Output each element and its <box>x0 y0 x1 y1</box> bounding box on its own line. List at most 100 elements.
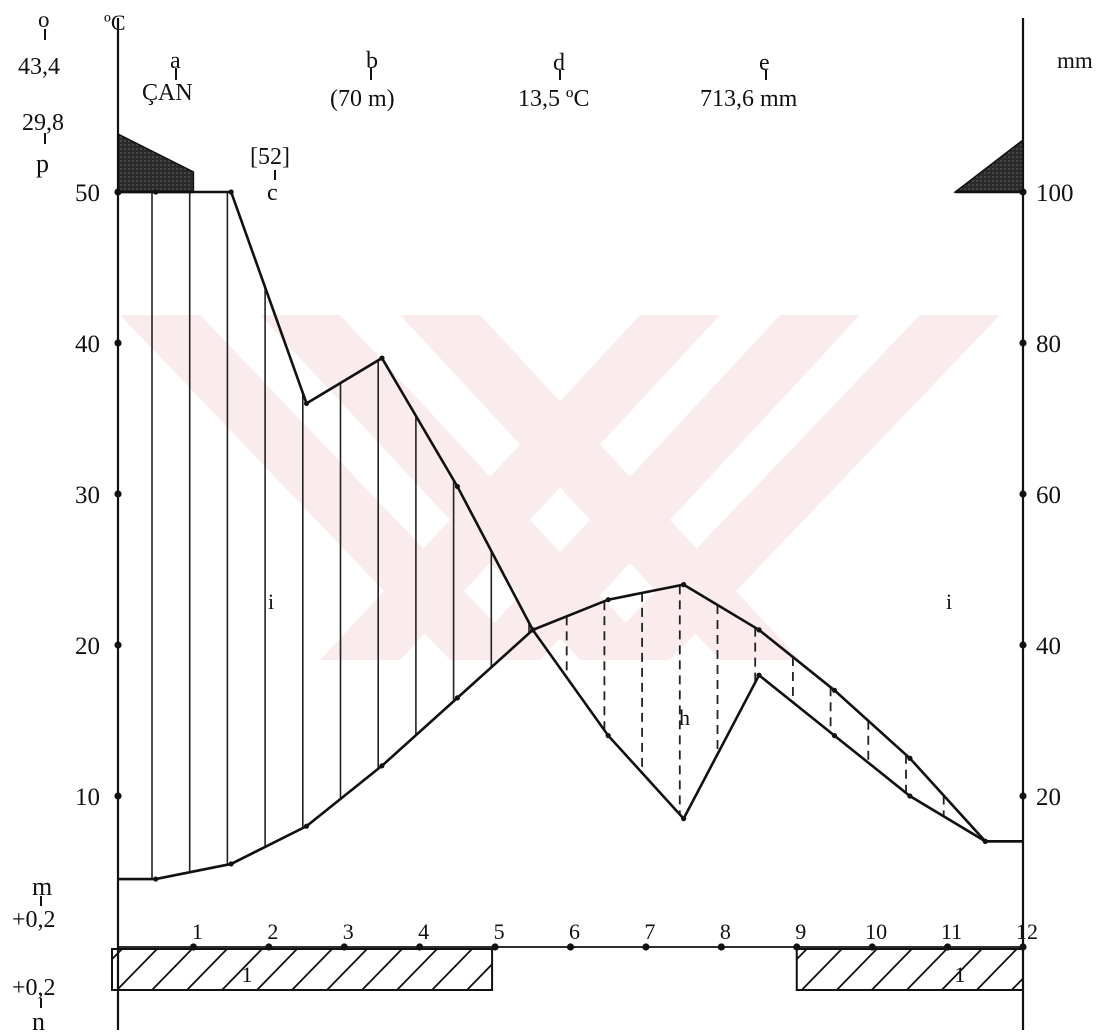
month-tick-mark <box>793 943 801 951</box>
left-tick-label: 40 <box>75 331 100 358</box>
humid-label-left: i <box>268 589 274 614</box>
month-tick-mark <box>566 943 575 951</box>
excess-precip-dec <box>953 138 1024 193</box>
frost-hatch-line <box>256 948 298 991</box>
left-unit-label: ºC <box>104 10 126 35</box>
frost-bar-label: 1 <box>242 962 253 987</box>
dry-label: h <box>679 705 690 730</box>
station-letter: a <box>170 48 181 74</box>
precipitation-point <box>228 189 234 195</box>
max-mean-letter: p <box>36 149 49 178</box>
month-tick-mark <box>642 943 650 951</box>
month-label: 4 <box>418 919 429 944</box>
precipitation-line <box>118 190 1023 843</box>
month-label: 11 <box>941 919 962 944</box>
annual-precip: 713,6 mm <box>700 86 798 112</box>
right-axis-ticks: 20 40 60 80 100 <box>1019 180 1074 811</box>
frost-bar-label: 1 <box>954 962 965 987</box>
altitude: (70 m) <box>330 86 395 112</box>
left-tick-label: 30 <box>75 482 100 509</box>
frost-hatch-line <box>466 963 493 991</box>
frost-hatch-line <box>151 948 193 991</box>
precipitation-point <box>454 483 460 490</box>
precipitation-point <box>530 627 536 633</box>
temperature-point <box>153 876 159 882</box>
frost-hatch-line <box>796 948 808 960</box>
right-tick-mark <box>1019 490 1027 498</box>
frost-hatch-line <box>361 948 403 991</box>
right-unit-label: mm <box>1057 48 1093 73</box>
right-tick-label: 20 <box>1036 784 1061 811</box>
frost-period-bar <box>795 948 1024 991</box>
left-tick-mark <box>114 792 122 800</box>
precipitation-point <box>153 189 159 195</box>
precipitation-point <box>303 400 310 406</box>
min-mean-letter: n <box>32 1007 45 1034</box>
frost-hatch-line <box>906 948 948 991</box>
month-tick-mark <box>416 943 424 951</box>
frost-hatch-line <box>291 948 333 991</box>
right-tick-mark <box>1019 641 1027 649</box>
month-tick-mark <box>491 943 499 951</box>
month-label: 7 <box>644 919 655 944</box>
frost-hatch-line <box>186 948 228 991</box>
left-tick-mark <box>114 641 122 649</box>
left-tick-mark <box>114 188 122 196</box>
temperature-line <box>118 583 1023 881</box>
precipitation-point <box>681 816 687 822</box>
temperature-point <box>681 582 687 588</box>
month-tick-mark <box>943 943 952 951</box>
frost-hatch-line <box>431 948 473 991</box>
frost-hatch-line <box>801 948 843 991</box>
precipitation-point <box>379 355 385 361</box>
month-label: 10 <box>865 919 887 944</box>
station-name: ÇAN <box>142 80 193 106</box>
curve-layer <box>118 189 1023 882</box>
left-tick-mark <box>114 490 122 498</box>
frost-hatch-line <box>836 948 878 991</box>
hatch-layer <box>117 132 1024 880</box>
years-letter: c <box>267 180 278 206</box>
month-tick-mark <box>717 943 725 951</box>
temperature-point <box>907 755 913 761</box>
frost-hatch-line <box>1011 977 1024 991</box>
years-of-record: [52] <box>250 144 290 170</box>
min-mean-value: +0,2 <box>12 975 56 1001</box>
month-label: 2 <box>267 919 278 944</box>
frost-hatch-line <box>941 948 983 991</box>
temperature-point <box>303 823 310 829</box>
right-tick-label: 100 <box>1036 180 1074 207</box>
frost-hatch-line <box>976 948 1018 991</box>
month-tick-mark <box>340 943 348 951</box>
left-tick-mark <box>114 339 122 347</box>
right-tick-mark <box>1019 792 1027 800</box>
month-label: 6 <box>569 919 580 944</box>
abs-min-letter: m <box>32 872 52 901</box>
abs-max-letter: o <box>38 7 50 32</box>
month-tick-mark <box>265 943 273 951</box>
frost-period-bar <box>111 948 494 991</box>
frost-hatch-line <box>871 948 913 991</box>
month-axis: 1 2 3 4 5 6 7 8 9 10 11 12 <box>118 919 1038 951</box>
frost-hatch-line <box>396 948 438 991</box>
altitude-letter: b <box>366 48 378 74</box>
mean-temp-letter: d <box>553 50 565 76</box>
month-tick-mark <box>189 943 198 951</box>
mean-temp: 13,5 ºC <box>518 86 589 112</box>
frost-hatch-line <box>326 948 368 991</box>
precipitation-point <box>605 733 611 739</box>
right-tick-mark <box>1019 188 1027 196</box>
humid-label-right: i <box>946 589 952 614</box>
precipitation-point <box>756 672 762 678</box>
max-mean-value: 29,8 <box>22 110 64 136</box>
left-tick-label: 50 <box>75 180 100 207</box>
left-tick-label: 10 <box>75 784 100 811</box>
precipitation-point <box>982 838 988 844</box>
month-tick-mark <box>868 943 876 951</box>
month-label: 1 <box>192 919 203 944</box>
temperature-point <box>756 627 762 633</box>
left-axis-ticks: 10 20 30 40 50 <box>75 180 122 811</box>
right-tick-label: 80 <box>1036 331 1061 358</box>
